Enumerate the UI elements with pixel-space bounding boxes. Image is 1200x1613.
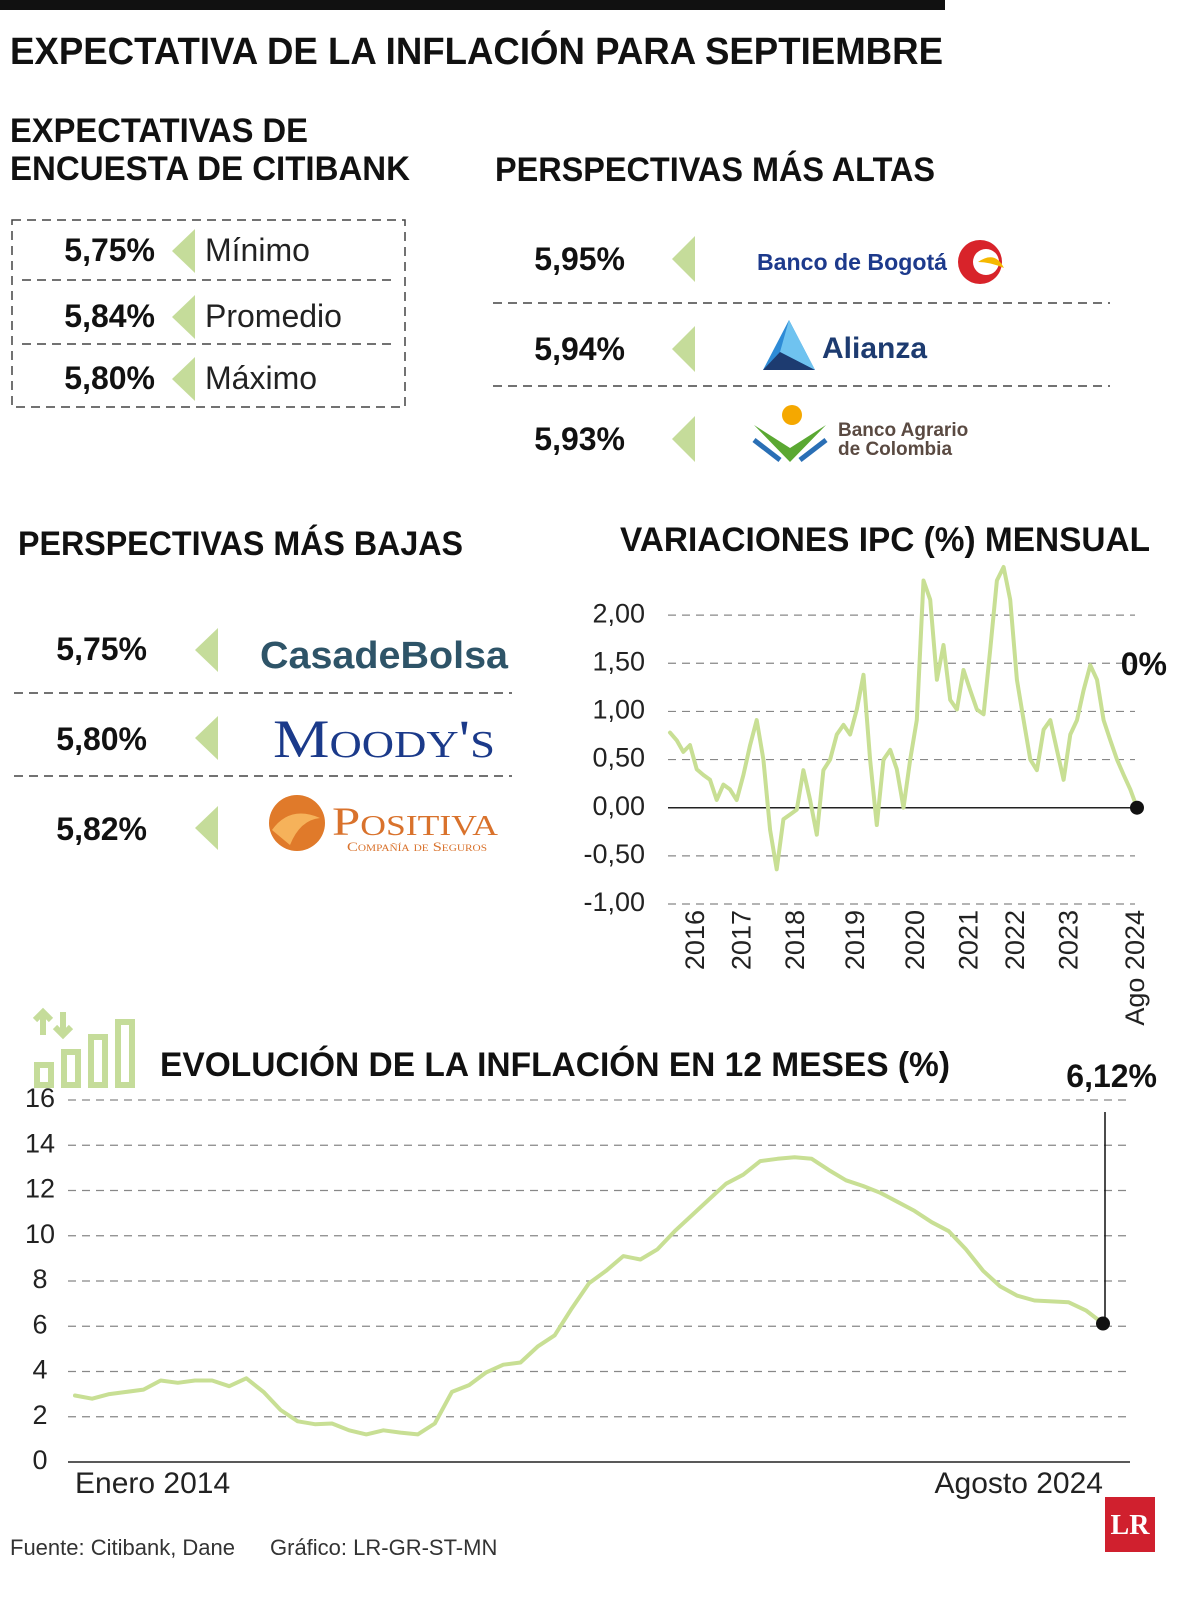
- arrow: [672, 416, 695, 462]
- x-tick-label: 2021: [953, 910, 983, 970]
- alianza-logo-icon: [763, 320, 815, 370]
- x-tick-label: 2016: [680, 910, 710, 970]
- x-tick-label: 2020: [900, 910, 930, 970]
- label: Promedio: [205, 298, 342, 334]
- section-title: ENCUESTA DE CITIBANK: [10, 150, 410, 188]
- positiva-logo-icon: [269, 795, 325, 851]
- y-tick-label: 2,00: [592, 598, 645, 628]
- firm-logo-subtext: Compañía de Seguros: [347, 839, 487, 854]
- section-title: EXPECTATIVAS DE: [10, 112, 308, 150]
- x-tick-label: 2023: [1053, 910, 1083, 970]
- arrow: [672, 236, 695, 282]
- value: 5,75%: [64, 232, 155, 268]
- x-tick-label: Enero 2014: [75, 1467, 230, 1500]
- label: Mínimo: [205, 232, 310, 268]
- y-tick-label: 1,50: [592, 646, 645, 676]
- bank-logo-icon: [958, 240, 1004, 284]
- bank-logo-text: Alianza: [822, 332, 927, 365]
- source: Fuente: Citibank, Dane: [10, 1535, 235, 1560]
- logo-box: [1105, 1497, 1155, 1552]
- end-label: 6,12%: [1066, 1058, 1157, 1094]
- y-tick-label: 8: [32, 1264, 47, 1294]
- arrow: [672, 326, 695, 372]
- line: [668, 565, 1139, 872]
- survey-row: 5,75% Mínimo: [64, 229, 310, 273]
- label: Máximo: [205, 360, 317, 396]
- value: 5,93%: [534, 421, 625, 457]
- value: 5,94%: [534, 331, 625, 367]
- end-label: 0%: [1121, 646, 1167, 682]
- y-tick-label: 6: [32, 1309, 47, 1339]
- page-title: EXPECTATIVA DE LA INFLACIÓN PARA SEPTIEM…: [10, 29, 943, 73]
- arrow: [195, 716, 218, 760]
- top-bar: [0, 0, 945, 10]
- arrow: [195, 628, 218, 672]
- section-title: PERSPECTIVAS MÁS BAJAS: [18, 525, 463, 563]
- firm-logo-text: Positiva: [332, 799, 499, 844]
- y-tick-label: 0,00: [592, 791, 645, 821]
- y-tick-label: 4: [32, 1355, 47, 1385]
- y-tick-label: 14: [25, 1128, 55, 1158]
- y-tick-label: 10: [25, 1219, 55, 1249]
- arrow: [172, 295, 195, 339]
- x-tick-label: 2022: [1000, 910, 1030, 970]
- logo: LR: [1111, 1510, 1151, 1541]
- bank-logo-text: Banco Agrario: [838, 420, 968, 441]
- x-tick-label: 2018: [780, 910, 810, 970]
- y-tick-label: 1,00: [592, 695, 645, 725]
- x-tick-label: Ago 2024: [1120, 910, 1150, 1026]
- firm-logo-text: Moody's: [273, 709, 495, 769]
- x-tick-label: Agosto 2024: [935, 1467, 1103, 1500]
- y-tick-label: 0: [32, 1445, 47, 1475]
- y-tick-label: 2: [32, 1400, 47, 1430]
- survey-row: 5,80% Máximo: [64, 357, 317, 401]
- value: 5,80%: [64, 360, 155, 396]
- end-point: [1130, 800, 1144, 815]
- chart-title: EVOLUCIÓN DE LA INFLACIÓN EN 12 MESES (%…: [160, 1046, 950, 1084]
- arrow: [195, 806, 218, 850]
- line: [73, 1155, 1105, 1437]
- value: 5,84%: [64, 298, 155, 334]
- chart-title: VARIACIONES IPC (%) MENSUAL: [620, 521, 1150, 559]
- y-tick-label: 12: [25, 1174, 55, 1204]
- y-tick-label: -0,50: [583, 839, 645, 869]
- arrow: [172, 357, 195, 401]
- dashed-box: [11, 219, 406, 408]
- end-point: [1096, 1316, 1110, 1331]
- survey-row: 5,84% Promedio: [64, 295, 342, 339]
- bank-logo-text: Banco de Bogotá: [757, 249, 947, 275]
- section-title: PERSPECTIVAS MÁS ALTAS: [495, 151, 935, 189]
- value: 5,82%: [56, 811, 147, 847]
- firm-logo-text: CasadeBolsa: [260, 635, 509, 677]
- x-tick-label: 2019: [840, 910, 870, 970]
- value: 5,80%: [56, 721, 147, 757]
- x-tick-label: 2017: [727, 910, 757, 970]
- y-tick-label: -1,00: [583, 887, 645, 917]
- value: 5,75%: [56, 631, 147, 667]
- y-tick-label: 16: [25, 1083, 55, 1113]
- y-tick-label: 0,50: [592, 743, 645, 773]
- value: 5,95%: [534, 241, 625, 277]
- bank-logo-text: de Colombia: [838, 439, 952, 460]
- agrario-logo-icon: [752, 405, 828, 462]
- bars-icon: [32, 1007, 135, 1088]
- credit: Gráfico: LR-GR-ST-MN: [270, 1535, 497, 1560]
- arrow: [172, 229, 195, 273]
